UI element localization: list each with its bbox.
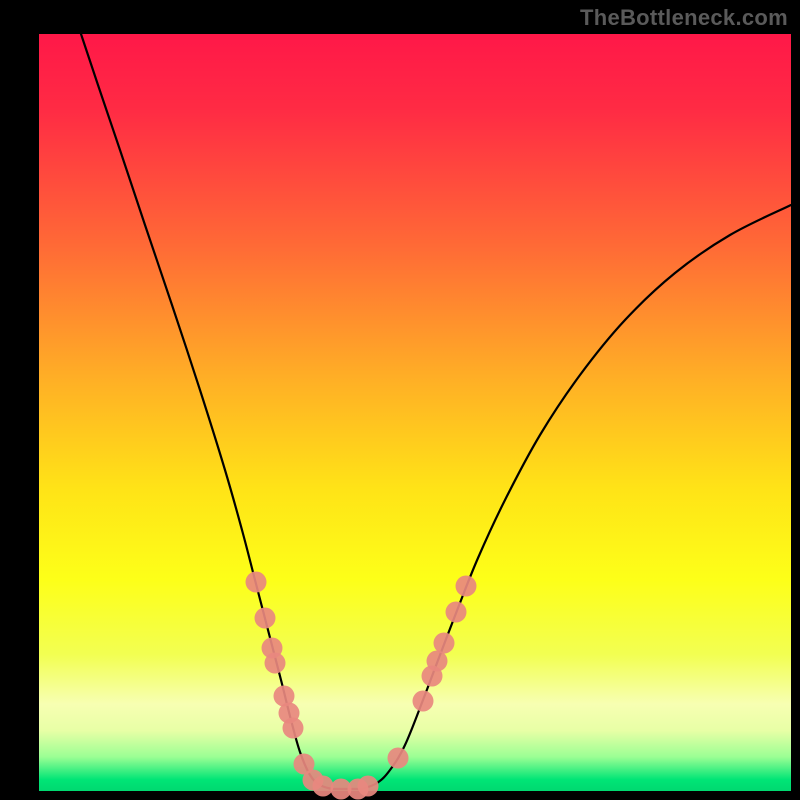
data-marker (255, 608, 276, 629)
data-marker (446, 602, 467, 623)
data-marker (388, 748, 409, 769)
markers-layer (39, 34, 791, 791)
data-marker (427, 651, 448, 672)
data-marker (246, 572, 267, 593)
data-marker (413, 691, 434, 712)
data-marker (434, 633, 455, 654)
data-marker (283, 718, 304, 739)
watermark: TheBottleneck.com (580, 5, 788, 31)
data-marker (265, 653, 286, 674)
plot-area (39, 34, 791, 791)
data-marker (358, 776, 379, 797)
data-marker (456, 576, 477, 597)
